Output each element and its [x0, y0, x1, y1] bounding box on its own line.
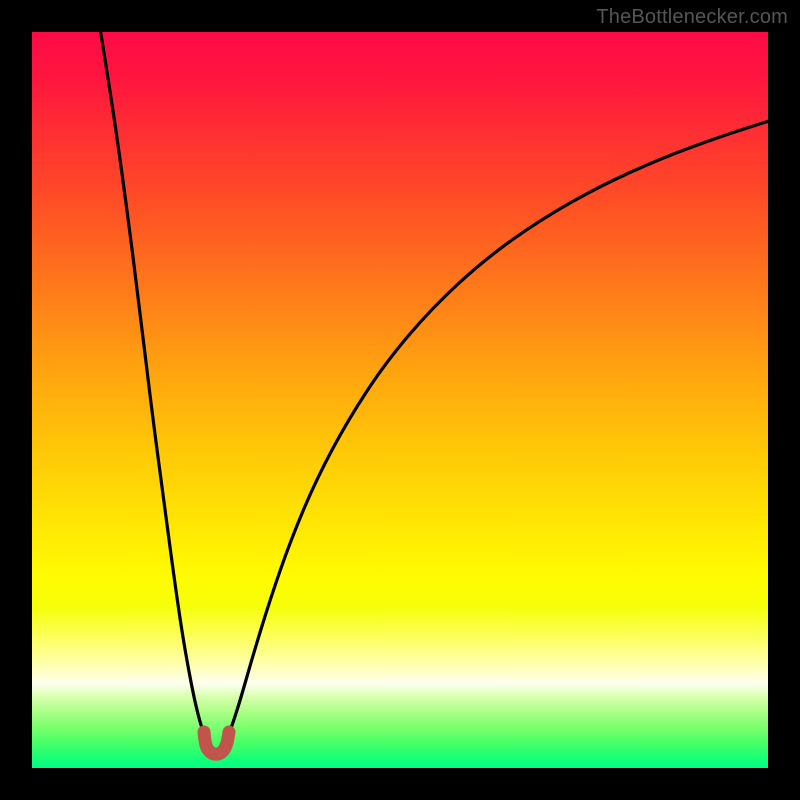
plot-area — [32, 32, 768, 768]
chart-frame: TheBottlenecker.com — [0, 0, 800, 800]
gradient-background — [32, 32, 768, 768]
watermark-text: TheBottlenecker.com — [596, 6, 788, 29]
plot-svg — [32, 32, 768, 768]
